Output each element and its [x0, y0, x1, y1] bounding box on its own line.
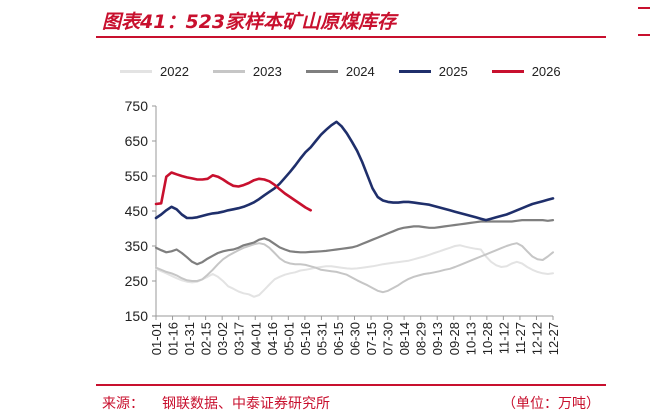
y-tick-label: 650 [125, 133, 149, 149]
series-line-2022 [155, 244, 554, 298]
x-tick-label: 07-15 [364, 322, 379, 355]
source-text: 钢联数据、中泰证券研究所 [162, 396, 330, 412]
legend-swatch [120, 69, 152, 73]
legend-item-2022: 2022 [120, 64, 189, 79]
x-tick-label: 09-13 [430, 322, 445, 355]
x-tick-label: 03-17 [232, 322, 247, 355]
x-tick-label: 10-13 [463, 322, 478, 355]
x-tick-label: 12-12 [529, 322, 544, 355]
source-label: 来源： [102, 396, 144, 412]
decorative-rule [638, 34, 650, 36]
legend: 2022 2023 2024 2025 2026 [120, 60, 585, 82]
legend-swatch [305, 69, 338, 73]
chart-title: 图表41：523家样本矿山原煤库存 [102, 11, 397, 33]
x-tick-label: 01-01 [149, 322, 164, 355]
title-bar: 图表41：523家样本矿山原煤库存 [96, 0, 606, 38]
y-tick-label: 750 [125, 98, 149, 114]
x-tick-label: 01-16 [166, 322, 181, 355]
decorative-rule [638, 7, 650, 9]
x-tick-label: 03-02 [215, 322, 230, 355]
legend-label: 2022 [160, 63, 189, 79]
legend-swatch [491, 69, 524, 73]
x-tick-label: 05-16 [298, 322, 313, 355]
source-note: 来源： 钢联数据、中泰证券研究所 [102, 393, 330, 413]
x-tick-label: 11-12 [496, 322, 511, 354]
x-tick-label: 02-15 [199, 322, 214, 355]
x-tick-label: 05-31 [314, 322, 329, 355]
legend-label: 2025 [438, 63, 468, 79]
legend-item-2024: 2024 [305, 63, 375, 79]
y-tick-label: 350 [125, 238, 149, 254]
series-line-2026 [154, 171, 313, 212]
series-line-2024 [154, 219, 555, 266]
legend-swatch [212, 69, 245, 73]
x-tick-label: 04-01 [248, 322, 263, 355]
x-tick-label: 07-30 [381, 322, 396, 355]
legend-label: 2023 [252, 63, 282, 79]
y-tick-label: 550 [125, 168, 149, 184]
y-tick-label: 250 [125, 273, 149, 289]
x-tick-label: 06-30 [348, 322, 363, 355]
x-tick-label: 09-28 [447, 322, 462, 355]
x-tick-label: 05-01 [281, 322, 296, 355]
x-tick-label: 11-27 [513, 322, 528, 354]
legend-item-2025: 2025 [398, 63, 468, 79]
y-tick-label: 150 [125, 308, 149, 324]
x-tick-label: 10-28 [480, 322, 495, 355]
legend-item-2023: 2023 [212, 63, 282, 79]
legend-label: 2024 [345, 63, 375, 79]
x-tick-label: 08-29 [414, 322, 429, 355]
x-tick-label: 12-27 [546, 322, 561, 355]
x-tick-label: 08-14 [397, 322, 412, 355]
footer: 来源： 钢联数据、中泰证券研究所 （单位：万吨） [96, 384, 606, 420]
x-tick-label: 06-15 [331, 322, 346, 355]
unit-note: （单位：万吨） [502, 396, 600, 412]
series-line-2025 [154, 120, 555, 222]
series-line-2023 [155, 242, 554, 294]
legend-label: 2026 [531, 63, 561, 79]
x-tick-label: 01-31 [182, 322, 197, 355]
y-tick-label: 450 [125, 203, 149, 219]
legend-item-2026: 2026 [491, 63, 561, 79]
x-tick-label: 04-16 [265, 322, 280, 355]
legend-swatch [398, 69, 431, 73]
